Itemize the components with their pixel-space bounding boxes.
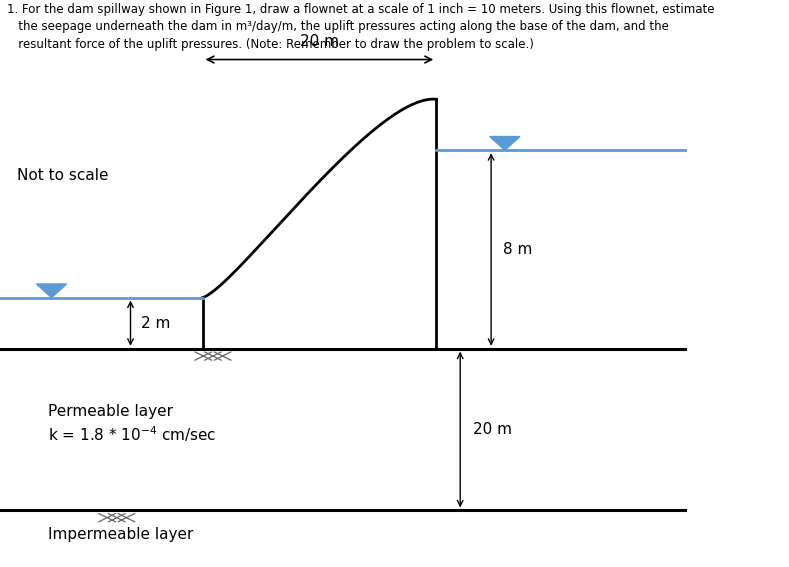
Polygon shape: [490, 137, 520, 150]
Text: 20 m: 20 m: [300, 35, 339, 49]
Text: Impermeable layer: Impermeable layer: [48, 527, 193, 541]
Text: 1. For the dam spillway shown in Figure 1, draw a flownet at a scale of 1 inch =: 1. For the dam spillway shown in Figure …: [7, 3, 714, 16]
Text: Not to scale: Not to scale: [17, 168, 109, 183]
Text: the seepage underneath the dam in m³/day/m, the uplift pressures acting along th: the seepage underneath the dam in m³/day…: [7, 20, 669, 33]
Text: 2 m: 2 m: [140, 316, 170, 331]
Polygon shape: [203, 99, 436, 349]
Text: resultant force of the uplift pressures. (Note: Remember to draw the problem to : resultant force of the uplift pressures.…: [7, 38, 533, 51]
Text: Permeable layer: Permeable layer: [48, 404, 173, 418]
Polygon shape: [36, 284, 66, 298]
Text: 8 m: 8 m: [503, 242, 533, 257]
Text: k = 1.8 * 10$^{-4}$ cm/sec: k = 1.8 * 10$^{-4}$ cm/sec: [48, 424, 216, 443]
Text: 20 m: 20 m: [473, 422, 511, 437]
